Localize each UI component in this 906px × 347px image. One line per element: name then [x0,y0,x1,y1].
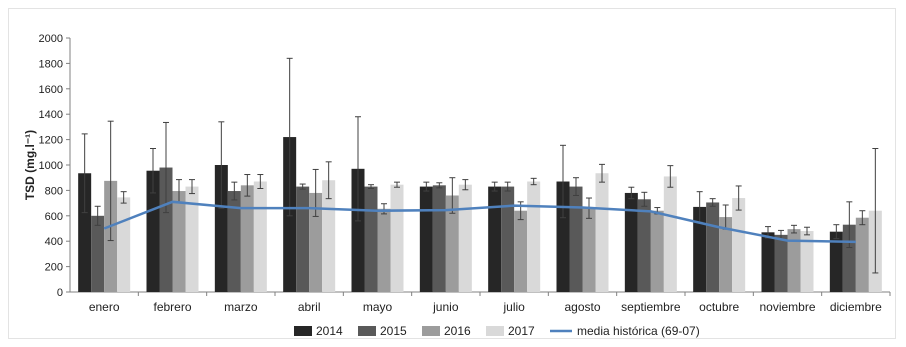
bar-2015 [227,191,241,292]
bar-2017 [800,231,814,292]
legend-label-2014: 2014 [316,324,343,338]
bar-2014 [556,181,570,292]
x-tick-label: julio [502,300,525,314]
bar-2015 [569,186,583,292]
bar-2015 [296,186,310,292]
bar-2017 [663,176,677,292]
bar-2014 [624,192,638,292]
bar-2016 [719,217,733,292]
bar-2014 [488,186,502,292]
x-tick-label: abril [298,300,321,314]
legend-swatch-2016 [422,326,440,336]
legend-swatch-2015 [358,326,376,336]
bar-2015 [706,202,720,292]
y-tick-label: 200 [45,262,63,274]
bar-2015 [637,199,651,292]
x-tick-label: noviembre [759,300,815,314]
historical-mean-line [103,200,856,244]
bar-2016 [309,192,323,292]
bar-2017 [253,181,267,292]
bar-2016 [172,191,186,292]
bar-2016 [582,208,596,292]
bar-2015 [364,186,378,292]
bar-2017 [732,198,746,292]
x-tick-label: diciembre [830,300,882,314]
x-tick-label: septiembre [621,300,681,314]
bar-2014 [78,173,92,292]
y-axis-label: TSD (mg.l⁻¹) [23,130,37,200]
bar-2015 [432,185,446,292]
bar-2017 [458,184,472,292]
y-tick-label: 1200 [39,135,63,147]
bar-2015 [501,186,515,292]
x-tick-label: agosto [564,300,600,314]
legend-label-2016: 2016 [444,324,471,338]
legend-swatch-2017 [486,326,504,336]
y-tick-label: 1400 [39,109,63,121]
x-tick-label: marzo [224,300,258,314]
bar-2017 [117,197,131,292]
bar-2016 [787,229,801,292]
y-tick-label: 800 [45,185,63,197]
bar-2016 [240,185,254,292]
x-tick-label: junio [432,300,459,314]
bar-2014 [829,231,843,292]
bar-2014 [693,206,707,292]
y-tick-label: 1600 [39,84,63,96]
bar-2015 [159,167,173,292]
legend-label-2015: 2015 [380,324,407,338]
x-tick-label: enero [89,300,120,314]
bar-2014 [214,165,228,292]
bar-2017 [527,181,541,292]
bar-2014 [146,170,160,292]
bar-2016 [514,210,528,292]
bar-2015 [774,234,788,292]
y-tick-label: 1800 [39,58,63,70]
bar-2016 [445,195,459,292]
bar-2017 [390,184,404,292]
legend-swatch-2014 [294,326,312,336]
bar-2014 [419,186,433,292]
bar-2014 [761,232,775,292]
legend-label-2017: 2017 [508,324,535,338]
y-tick-label: 2000 [39,33,63,45]
bar-2016 [377,208,391,292]
bar-2014 [351,168,365,292]
bar-2017 [185,186,199,292]
bar-2016 [855,217,869,292]
legend-label-line: media histórica (69-07) [577,324,700,338]
y-tick-label: 0 [57,287,63,299]
bar-2016 [650,210,664,292]
x-tick-label: octubre [699,300,739,314]
bar-2017 [595,173,609,292]
y-tick-label: 600 [45,211,63,223]
y-tick-label: 400 [45,236,63,248]
chart-frame [8,8,896,339]
x-tick-label: mayo [363,300,393,314]
bar-2015 [91,215,105,292]
x-tick-label: febrero [153,300,191,314]
y-tick-label: 1000 [39,160,63,172]
